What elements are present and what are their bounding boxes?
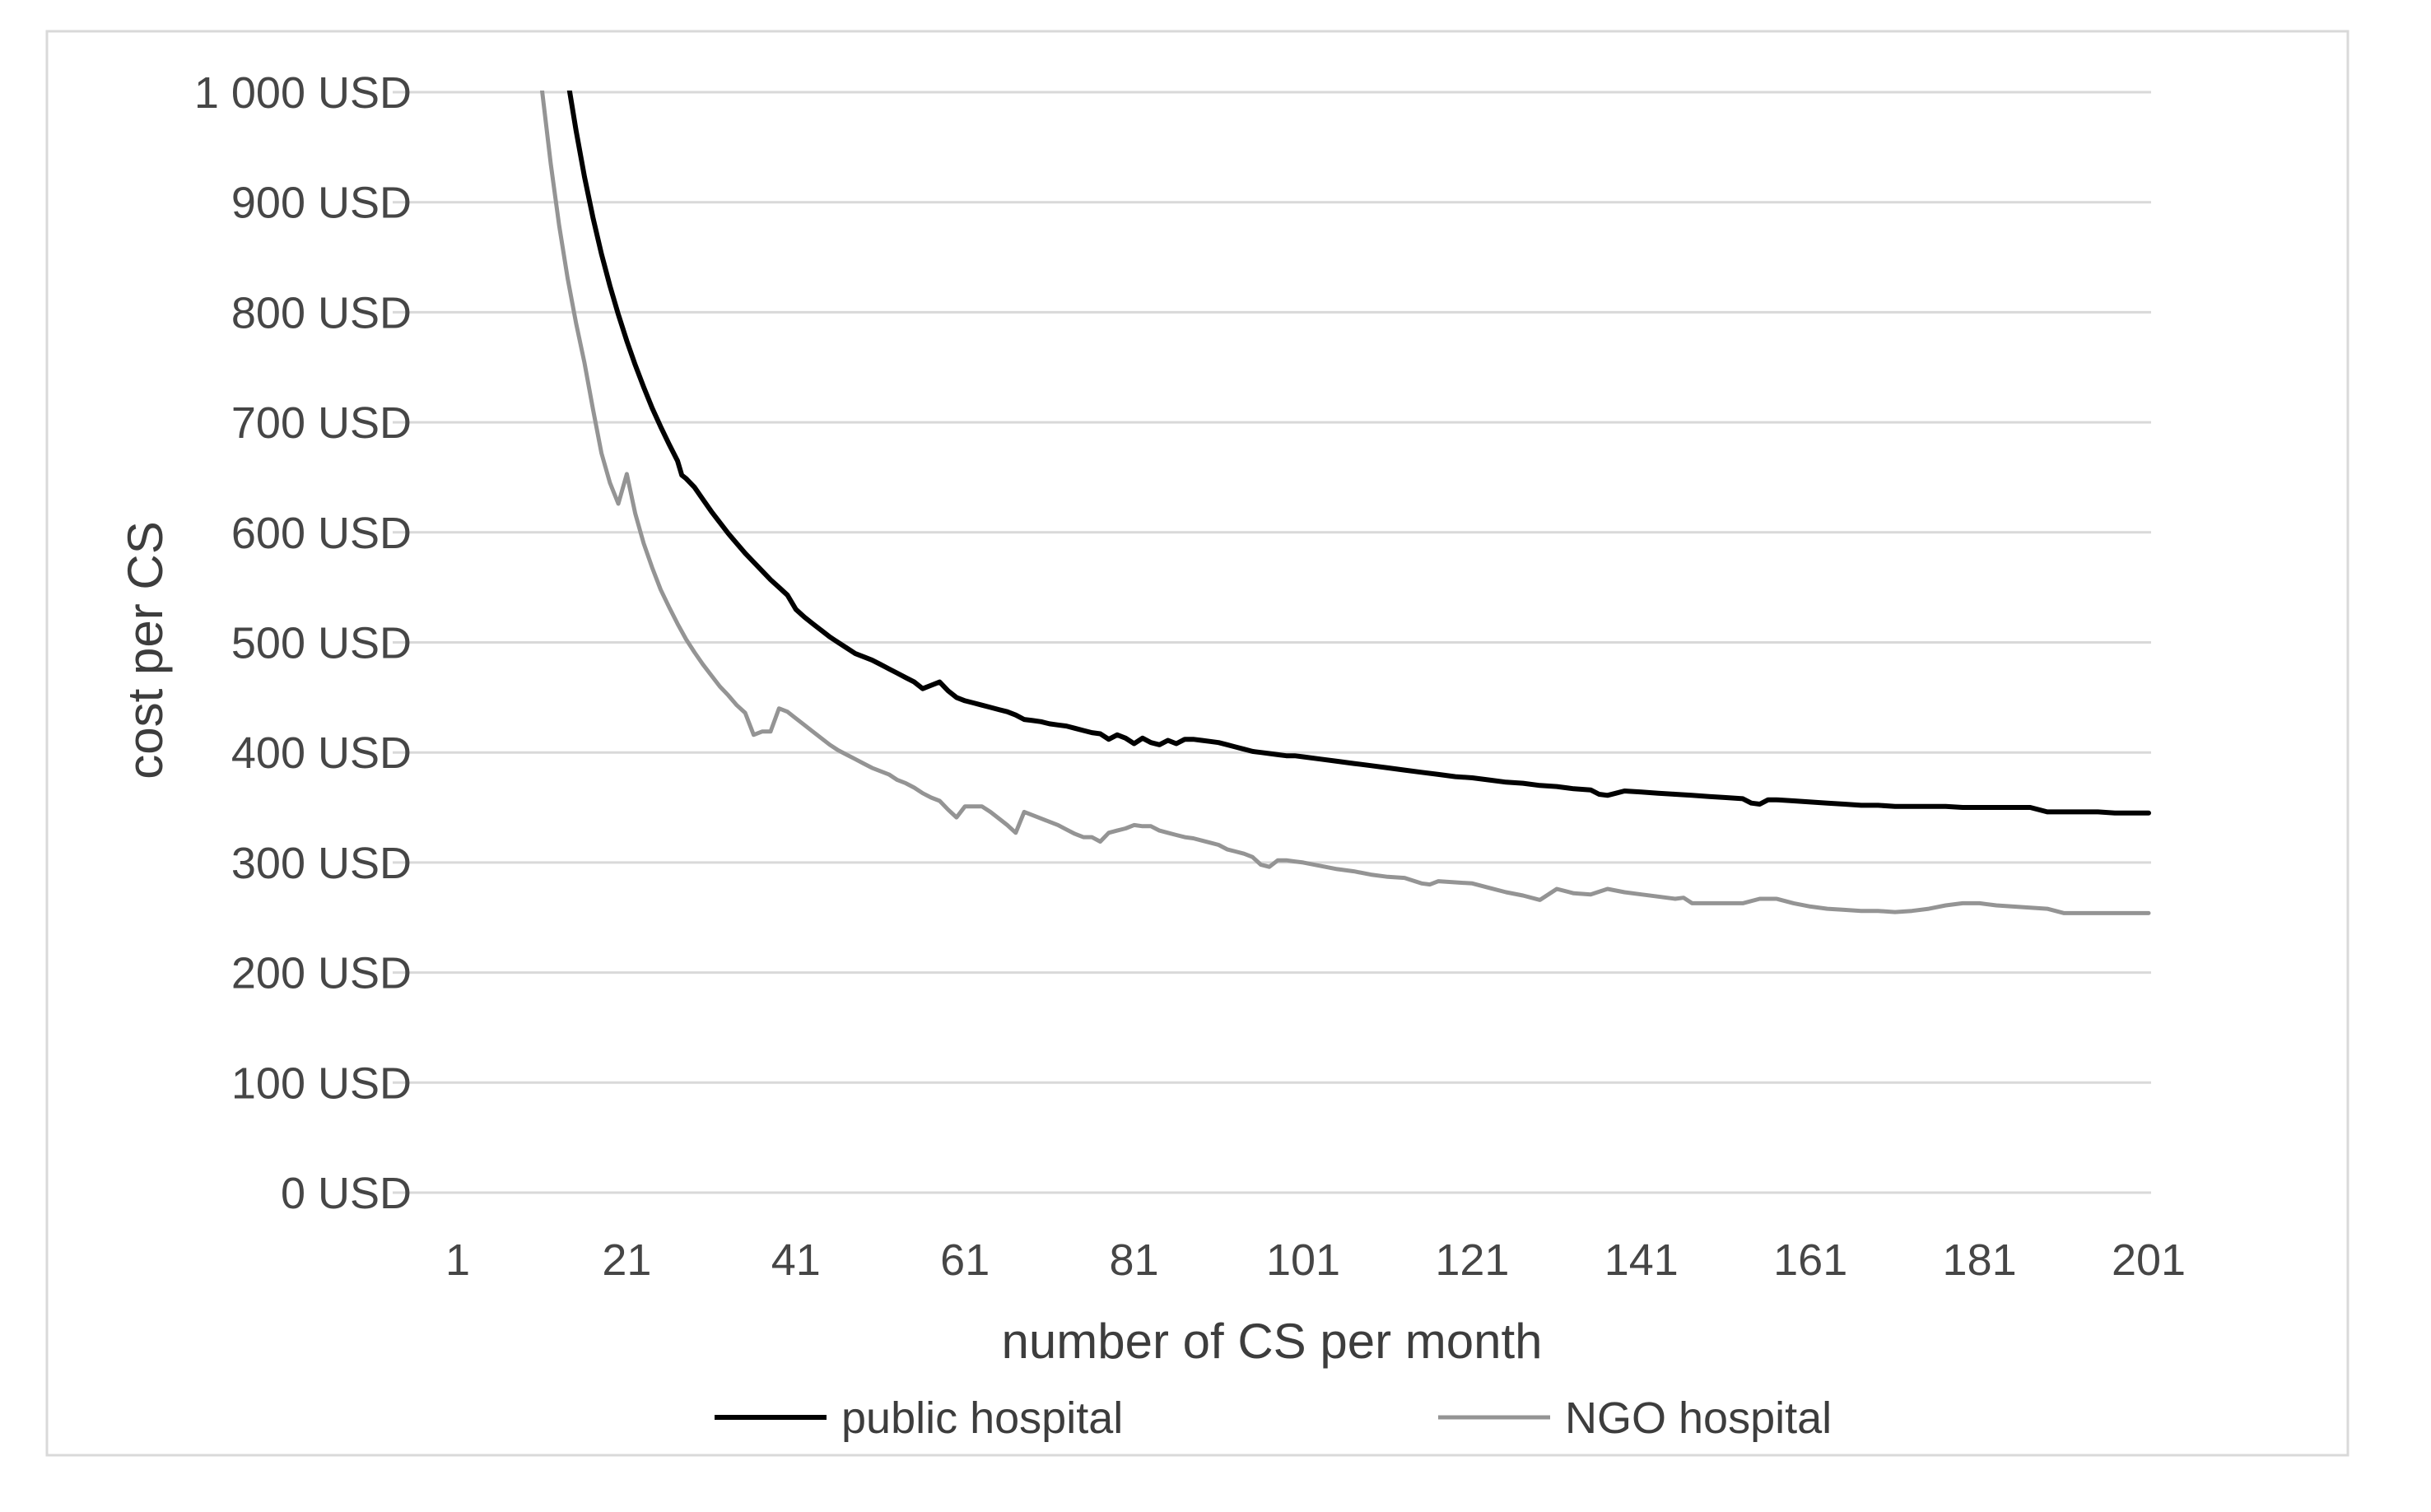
legend-label-ngo-hospital: NGO hospital (1565, 1393, 1832, 1443)
y-tick-label: 100 USD (231, 1058, 412, 1108)
y-tick-label: 400 USD (231, 728, 412, 778)
x-tick-label: 201 (2112, 1235, 2186, 1285)
x-tick-label: 81 (1110, 1235, 1159, 1285)
x-tick-label: 161 (1773, 1235, 1847, 1285)
x-tick-label: 101 (1266, 1235, 1340, 1285)
y-tick-label: 0 USD (281, 1169, 412, 1218)
y-axis-tick-labels: 0 USD 100 USD 200 USD 300 USD 400 USD 500 USD… (194, 68, 412, 1218)
series-line-ngo-hospital (539, 91, 2151, 915)
x-axis-title: number of CS per month (1002, 1314, 1543, 1369)
plot-series (539, 91, 2151, 915)
y-tick-label: 800 USD (231, 288, 412, 337)
x-axis-tick-labels: 1 21 41 61 81 101 121 141 161 181 201 (445, 1235, 2186, 1285)
gridlines (393, 91, 2151, 1194)
x-tick-label: 141 (1604, 1235, 1679, 1285)
y-tick-label: 300 USD (231, 839, 412, 888)
series-line-public-hospital (566, 91, 2151, 816)
y-tick-label: 600 USD (231, 509, 412, 558)
y-axis-title: cost per CS (118, 521, 173, 779)
y-tick-label: 1 000 USD (194, 68, 412, 118)
x-tick-label: 41 (771, 1235, 821, 1285)
x-tick-label: 181 (1943, 1235, 2017, 1285)
x-tick-label: 121 (1435, 1235, 1509, 1285)
y-tick-label: 900 USD (231, 179, 412, 228)
x-tick-label: 1 (445, 1235, 470, 1285)
chart-border (45, 30, 2350, 1457)
legend: public hospital NGO hospital (715, 1393, 1832, 1443)
x-tick-label: 21 (602, 1235, 651, 1285)
x-tick-label: 61 (940, 1235, 990, 1285)
y-tick-label: 700 USD (231, 398, 412, 448)
legend-label-public-hospital: public hospital (841, 1393, 1123, 1443)
y-tick-label: 500 USD (231, 619, 412, 668)
y-tick-label: 200 USD (231, 949, 412, 998)
